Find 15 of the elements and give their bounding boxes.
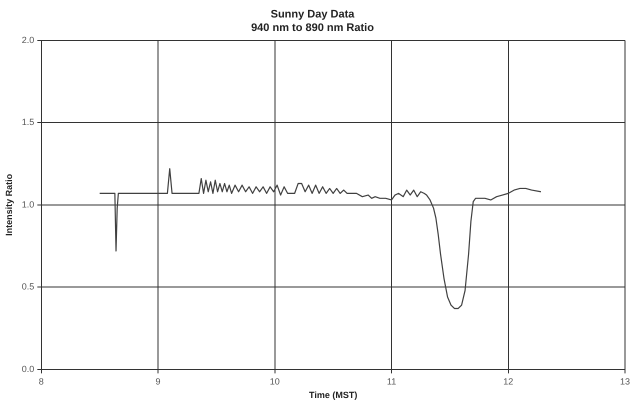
y-tick-label: 0.5: [22, 282, 34, 292]
chart-title: Sunny Day Data: [270, 8, 356, 21]
x-tick-label: 10: [270, 376, 280, 386]
y-tick-label: 0.0: [22, 364, 34, 374]
x-tick-label: 11: [386, 376, 396, 386]
x-axis-title: Time (MST): [308, 390, 358, 400]
x-tick-label: 8: [38, 376, 44, 386]
y-tick-label: 2.0: [22, 34, 34, 45]
x-tick-label: 12: [503, 376, 514, 386]
x-tick-label: 13: [620, 376, 630, 386]
chart-subtitle: 940 nm to 890 nm Ratio: [251, 22, 374, 34]
y-axis-title: Intensity Ratio: [4, 173, 14, 236]
y-tick-label: 1.5: [22, 117, 34, 128]
y-tick-label: 1.0: [22, 199, 34, 210]
x-tick-label: 9: [156, 376, 161, 386]
